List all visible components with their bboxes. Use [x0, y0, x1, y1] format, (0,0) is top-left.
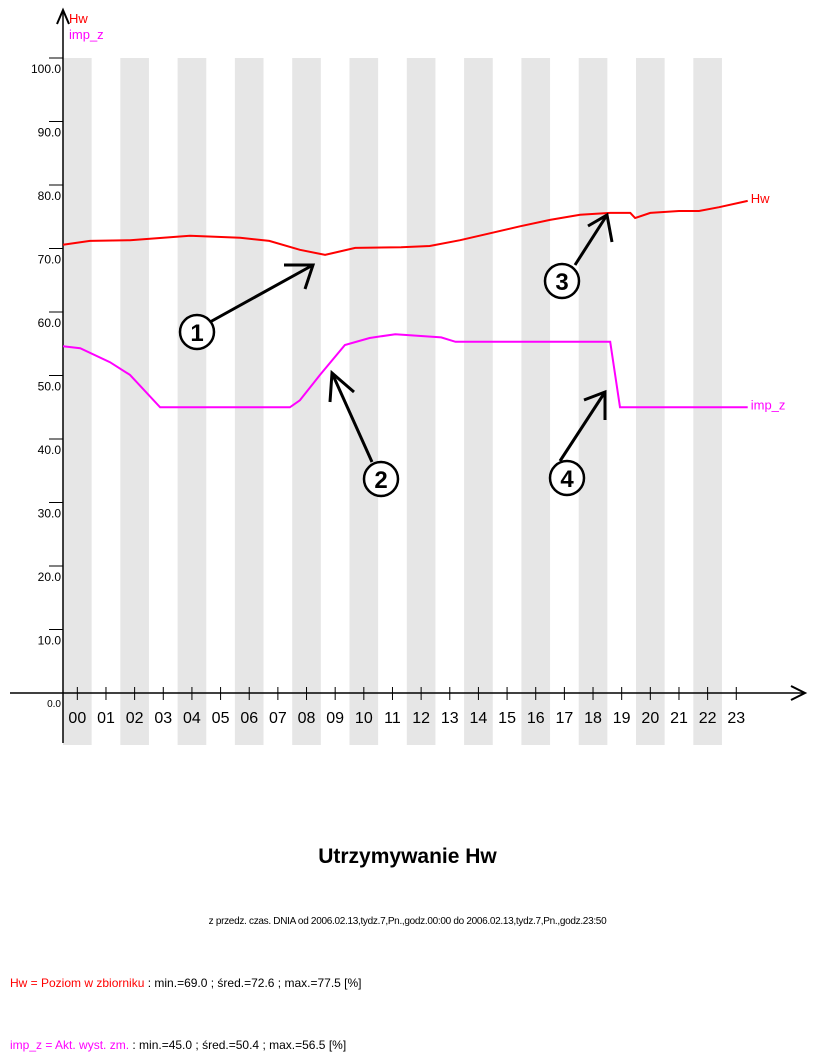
y-tick-label: 50.0: [38, 380, 62, 394]
y-tick-label: 60.0: [38, 316, 62, 330]
legend-imp-z: imp_z = Akt. wyst. zm. : min.=45.0 ; śre…: [10, 1038, 346, 1052]
x-tick-label: 08: [298, 710, 316, 727]
annotation-circle: [362, 460, 400, 498]
hour-stripe: [578, 58, 608, 745]
legend-hw-name: Hw = Poziom w zbiorniku: [10, 976, 145, 990]
annotation-circle: [178, 313, 216, 351]
y-tick-label: 40.0: [38, 443, 62, 457]
x-tick-label: 20: [641, 710, 659, 727]
hour-stripe: [63, 58, 92, 745]
hour-stripe: [406, 58, 436, 745]
x-tick-label: 15: [498, 710, 516, 727]
x-tick-label: 02: [126, 710, 144, 727]
annotation-arrowhead: [284, 263, 316, 290]
hour-stripe: [521, 58, 551, 745]
annotation-arrowhead: [587, 212, 614, 243]
x-tick-label: 19: [613, 710, 631, 727]
legend-hw: Hw = Poziom w zbiorniku : min.=69.0 ; śr…: [10, 976, 362, 990]
hour-stripe: [234, 58, 264, 745]
hour-stripe: [349, 58, 379, 745]
series-line-Hw: [62, 199, 748, 256]
chart-subtitle: z przedz. czas. DNIA od 2006.02.13,tydz.…: [208, 916, 607, 927]
x-tick-label: 01: [97, 710, 115, 727]
series-label-Hw: Hw: [751, 191, 770, 206]
x-tick-label: 17: [555, 710, 573, 727]
y-tick-label: 80.0: [38, 189, 62, 203]
y-tick-label: 30.0: [38, 507, 62, 521]
axis-legend-hw: Hw: [69, 11, 88, 26]
hour-stripe: [464, 58, 493, 745]
x-tick-label: 23: [727, 710, 745, 727]
x-tick-label: 04: [183, 710, 201, 727]
x-tick-label: 13: [441, 710, 459, 727]
x-tick-label: 07: [269, 710, 287, 727]
annotation-arrow: [209, 263, 314, 324]
chart-title: Utrzymywanie Hw: [318, 845, 497, 868]
x-tick-label: 10: [355, 710, 373, 727]
legend-imp-z-stats: : min.=45.0 ; śred.=50.4 ; max.=56.5 [%]: [129, 1038, 347, 1052]
annotation-arrowhead: [328, 369, 355, 403]
annotation-number: 1: [190, 320, 203, 347]
y-tick-label: 10.0: [38, 634, 62, 648]
x-tick-label: 05: [212, 710, 230, 727]
annotation-arrow: [558, 391, 607, 462]
y-tick-label: 90.0: [38, 126, 62, 140]
x-tick-label: 06: [240, 710, 258, 727]
annotation-circle: [548, 459, 586, 497]
series-line-imp-z: [62, 333, 748, 409]
x-tick-label: 22: [699, 710, 717, 727]
y-tick-label: 20.0: [38, 570, 62, 584]
x-tick-label: 03: [154, 710, 172, 727]
legend-hw-stats: : min.=69.0 ; śred.=72.6 ; max.=77.5 [%]: [144, 976, 362, 990]
x-tick-label: 18: [584, 710, 602, 727]
annotation-number: 4: [560, 466, 574, 493]
chart: 0.0 10.0 20.0 30.0 40.0 50.0 60.0 70.0 80.0 90.0 1…: [10, 7, 808, 745]
x-tick-label: 21: [670, 710, 688, 727]
x-tick-label: 09: [326, 710, 344, 727]
x-tick-label: 00: [68, 710, 86, 727]
x-tick-label: 11: [384, 710, 401, 727]
annotation-arrowhead: [583, 389, 607, 420]
hour-stripe: [177, 58, 207, 745]
x-tick-label: 12: [412, 710, 430, 727]
legend-imp-z-name: imp_z = Akt. wyst. zm.: [10, 1038, 130, 1052]
annotation-circle: [543, 262, 581, 300]
y-tick-label: 70.0: [38, 253, 62, 267]
annotation-number: 2: [374, 467, 387, 494]
series-label-imp-z: imp_z: [751, 397, 786, 412]
x-tick-label: 14: [470, 710, 488, 727]
annotation-arrow: [573, 214, 609, 266]
axis-legend-imp-z: imp_z: [69, 27, 104, 42]
y-axis-arrow: [56, 7, 70, 25]
hour-stripe: [636, 58, 665, 745]
y-tick-label: 0.0: [47, 699, 61, 710]
y-tick-label: 100.0: [31, 62, 61, 76]
annotation-number: 3: [555, 269, 568, 296]
annotation-arrow: [330, 372, 374, 463]
x-tick-label: 16: [527, 710, 545, 727]
hour-stripe: [120, 58, 149, 745]
hour-stripe: [693, 58, 722, 745]
x-axis-arrow: [790, 685, 808, 701]
